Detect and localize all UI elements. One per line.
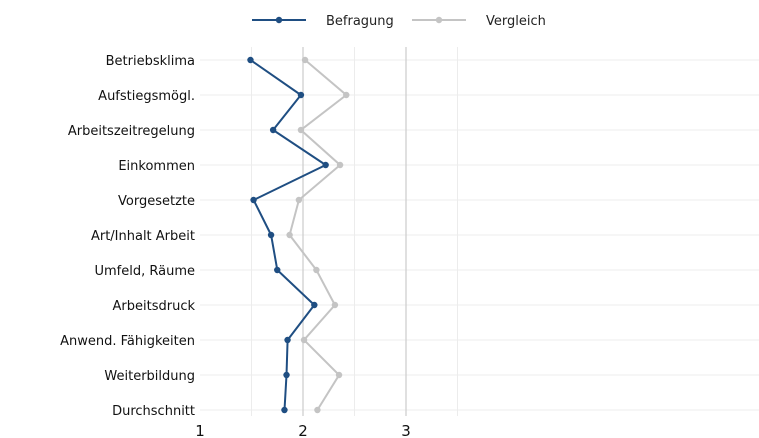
data-point-vergleich [331, 301, 339, 309]
legend: Befragung Vergleich [252, 14, 546, 29]
grid-layer [200, 47, 759, 416]
category-labels: Betriebsklima Aufstiegsmögl. Arbeitszeitre… [60, 54, 195, 419]
category-label: Einkommen [118, 159, 195, 174]
x-tick-label: 2 [298, 422, 308, 438]
legend-label-vergleich: Vergleich [486, 14, 546, 29]
data-point-vergleich [295, 196, 303, 204]
legend-marker-befragung [275, 16, 283, 24]
category-label: Arbeitszeitregelung [68, 124, 195, 139]
data-point-befragung [281, 406, 288, 414]
data-point-vergleich [343, 91, 350, 99]
data-point-befragung [322, 161, 329, 169]
data-point-befragung [297, 91, 305, 99]
data-point-befragung [269, 126, 277, 134]
data-point-vergleich [286, 231, 293, 239]
data-point-vergleich [297, 126, 305, 134]
data-point-vergleich [313, 266, 320, 274]
x-tick-label: 3 [401, 422, 411, 438]
data-point-vergleich [336, 161, 344, 169]
category-label: Weiterbildung [104, 369, 195, 384]
data-point-vergleich [314, 406, 321, 414]
data-point-befragung [311, 301, 318, 309]
data-point-befragung [247, 56, 254, 64]
legend-marker-vergleich [435, 16, 443, 24]
category-label: Anwend. Fähigkeiten [60, 334, 195, 349]
data-point-befragung [250, 196, 257, 204]
legend-label-befragung: Befragung [326, 14, 394, 29]
data-point-befragung [283, 371, 290, 379]
category-label: Vorgesetzte [118, 194, 195, 209]
category-label: Betriebsklima [106, 54, 195, 69]
category-label: Umfeld, Räume [95, 264, 196, 279]
category-label: Art/Inhalt Arbeit [91, 229, 195, 244]
data-point-befragung [267, 231, 275, 239]
data-point-befragung [284, 336, 291, 344]
data-point-befragung [274, 266, 281, 274]
x-tick-labels: 1 2 3 [195, 422, 411, 438]
data-point-vergleich [300, 336, 308, 344]
data-point-vergleich [301, 56, 309, 64]
category-label: Durchschnitt [112, 404, 195, 419]
data-point-vergleich [335, 371, 343, 379]
category-label: Arbeitsdruck [113, 299, 196, 314]
series-layer [247, 56, 350, 414]
x-tick-label: 1 [195, 422, 205, 438]
category-label: Aufstiegsmögl. [98, 89, 195, 104]
